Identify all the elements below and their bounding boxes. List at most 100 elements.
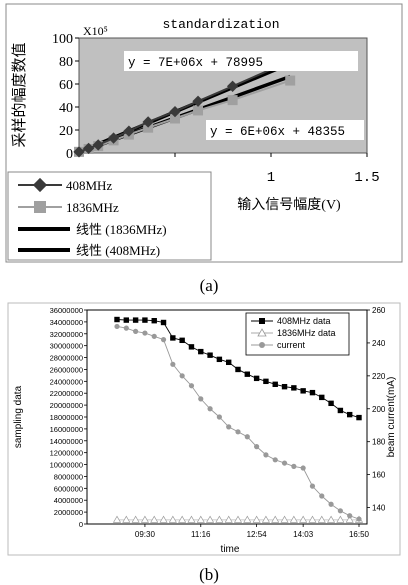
b-point-current-24 xyxy=(337,508,343,514)
b-y-tick-label-17: 34000000 xyxy=(50,318,83,327)
b-point-1836-13 xyxy=(233,515,243,523)
b-point-1836-5 xyxy=(159,515,168,523)
b-point-current-6 xyxy=(170,361,176,367)
b-x-tick-label-1: 11:16 xyxy=(191,530,211,539)
b-point-current-25 xyxy=(347,513,353,519)
b-y-tick-label-5: 10000000 xyxy=(50,461,83,470)
legend-trend-1836-label: 线性 (1836MHz) xyxy=(76,222,167,237)
b-point-1836-22 xyxy=(317,515,326,523)
a-series-408-line xyxy=(78,60,291,153)
b-point-current-2 xyxy=(133,328,139,334)
b-point-1836-21 xyxy=(308,515,317,523)
b-point-408-10 xyxy=(207,352,213,358)
b-point-408-2 xyxy=(132,317,139,323)
b-point-1836-4 xyxy=(150,515,159,523)
a-point-408-4 xyxy=(123,125,135,137)
b-point-408-8 xyxy=(188,344,195,350)
b-y-tick-label-6: 12000000 xyxy=(50,449,83,458)
b-point-current-0 xyxy=(114,323,120,330)
chart-b-legend: 408MHz data 1836MHz data current xyxy=(245,312,350,356)
b-point-408-22 xyxy=(319,394,325,401)
chart-b-axes: 0 2000000 4000000 6000000 8000000 10000000 120… xyxy=(50,306,386,539)
b-y-tick-label-18: 36000000 xyxy=(50,306,83,315)
chart-a-trendline-labels: y = 7E+06x + 78995 y = 6E+06x + 48355 xyxy=(124,51,364,140)
b-point-1836-11 xyxy=(215,515,224,523)
b-point-408-4 xyxy=(151,318,157,324)
b-point-408-12 xyxy=(225,359,232,366)
trendline-label-408: y = 7E+06x + 78995 xyxy=(128,56,263,70)
b-point-408-9 xyxy=(198,348,204,355)
b-y-tick-label-2: 4000000 xyxy=(54,496,83,505)
b-point-408-17 xyxy=(272,381,278,388)
b-y-tick-label-10: 20000000 xyxy=(50,401,83,410)
caption-a: (a) xyxy=(200,276,219,295)
a-point-1836-7 xyxy=(193,105,204,116)
b-y2-tick-label-0: 140 xyxy=(372,504,386,513)
b-point-1836-19 xyxy=(289,515,298,523)
b-point-current-8 xyxy=(188,383,195,389)
trendline-label-1836-box xyxy=(206,120,364,140)
a-y-tick-label-5: 100 xyxy=(52,32,73,47)
b-point-1836-16 xyxy=(261,515,271,523)
chart-a-frame xyxy=(5,3,403,263)
b-y-tick-label-15: 30000000 xyxy=(50,342,83,351)
legend-408-label: 408MHz xyxy=(66,178,112,193)
b-point-current-11 xyxy=(216,414,222,420)
b-y2-tick-label-4: 220 xyxy=(372,372,386,381)
b-point-408-21 xyxy=(309,389,316,396)
trendline-label-408-box xyxy=(124,51,358,71)
chart-b-y-axis-label: sampling data xyxy=(13,385,24,448)
b-x-tick-label-4: 16:50 xyxy=(349,530,370,539)
b-x-tick-label-3: 14:03 xyxy=(293,530,314,539)
b-point-408-3 xyxy=(142,317,148,323)
chart-a: 02040608010000.511.5 standardization X10… xyxy=(5,3,403,295)
b-point-1836-18 xyxy=(280,515,289,523)
b-y2-tick-label-6: 260 xyxy=(372,306,386,315)
b-point-current-17 xyxy=(272,457,278,463)
chart-b: 0 2000000 4000000 6000000 8000000 10000000 120… xyxy=(7,302,401,584)
b-point-408-6 xyxy=(170,335,176,341)
b-point-408-11 xyxy=(216,356,223,363)
b-point-408-1 xyxy=(123,317,130,323)
b-point-current-5 xyxy=(160,337,167,343)
b-y-tick-label-3: 6000000 xyxy=(54,484,83,493)
a-point-1836-6 xyxy=(170,113,180,124)
b-point-current-15 xyxy=(254,444,260,450)
a-y-tick-label-3: 60 xyxy=(59,78,73,93)
b-point-current-16 xyxy=(263,452,269,458)
b-x-tick-label-2: 12:54 xyxy=(247,530,268,539)
caption-b: (b) xyxy=(199,565,219,584)
b-point-408-26 xyxy=(356,414,362,421)
legend-1836-label: 1836MHz xyxy=(66,200,119,215)
b-y-tick-label-8: 16000000 xyxy=(50,425,83,434)
b-point-current-23 xyxy=(328,501,334,507)
chart-a-y-axis-label: 采样的幅度数值 xyxy=(11,42,28,147)
b-point-408-24 xyxy=(337,407,344,414)
b-point-current-20 xyxy=(300,465,306,471)
chart-a-y-multiplier: X10⁵ xyxy=(83,24,108,38)
b-point-408-0 xyxy=(114,316,120,323)
chart-b-marks xyxy=(112,316,364,523)
b-point-current-7 xyxy=(179,373,185,379)
legend-b-408-label: 408MHz data xyxy=(277,316,331,326)
b-y-tick-label-12: 24000000 xyxy=(50,377,83,386)
b-point-current-10 xyxy=(207,406,213,412)
b-point-1836-17 xyxy=(271,515,280,523)
a-y-tick-label-1: 20 xyxy=(59,124,73,139)
b-y2-tick-label-2: 180 xyxy=(372,438,386,447)
b-point-408-14 xyxy=(244,371,251,377)
b-y2-tick-label-1: 160 xyxy=(372,471,386,480)
b-point-1836-14 xyxy=(243,515,252,523)
b-point-current-13 xyxy=(235,429,241,435)
a-x-tick-label-2: 1 xyxy=(267,170,275,186)
chart-b-frame xyxy=(7,302,401,556)
chart-a-title: standardization xyxy=(162,17,279,32)
b-point-1836-10 xyxy=(205,515,215,523)
b-point-1836-9 xyxy=(196,515,205,523)
b-point-1836-8 xyxy=(187,515,196,523)
b-y-tick-label-4: 8000000 xyxy=(54,472,83,481)
a-point-1836-9 xyxy=(285,75,296,86)
chart-a-marks xyxy=(73,55,296,158)
a-point-1836-5 xyxy=(143,122,154,133)
